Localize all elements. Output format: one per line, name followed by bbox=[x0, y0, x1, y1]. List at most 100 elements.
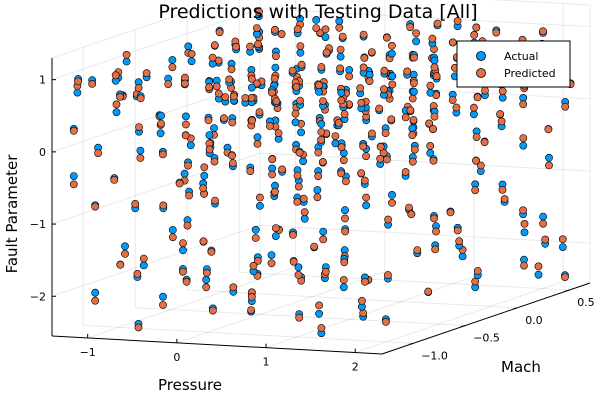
predicted-point bbox=[246, 167, 255, 176]
predicted-point bbox=[88, 80, 97, 88]
leftwall-grid-z bbox=[51, 8, 261, 81]
actual-point bbox=[315, 88, 323, 96]
floor-grid-y bbox=[187, 289, 518, 309]
predicted-point bbox=[247, 292, 256, 301]
floor-grid-x bbox=[87, 266, 296, 339]
predicted-point bbox=[472, 23, 481, 32]
predicted-point bbox=[295, 313, 304, 322]
predicted-point bbox=[476, 161, 485, 170]
predicted-point bbox=[337, 169, 345, 178]
predicted-point bbox=[134, 84, 143, 92]
y-tick-label: −1.0 bbox=[421, 349, 448, 362]
grid-layer bbox=[51, 0, 591, 353]
predicted-point bbox=[406, 23, 415, 32]
predicted-point bbox=[409, 116, 418, 124]
predicted-point bbox=[357, 169, 366, 178]
actual-point bbox=[388, 72, 397, 81]
predicted-point bbox=[315, 81, 323, 90]
predicted-point bbox=[388, 198, 396, 207]
predicted-point bbox=[341, 227, 350, 236]
predicted-point bbox=[135, 123, 143, 131]
y-tick-label: 0.0 bbox=[525, 314, 543, 327]
predicted-point bbox=[181, 131, 190, 140]
x-axis-line bbox=[51, 335, 383, 355]
predicted-point bbox=[318, 157, 327, 166]
predicted-point bbox=[406, 106, 415, 115]
predicted-point bbox=[229, 92, 238, 101]
predicted-point bbox=[426, 141, 435, 150]
z-tick-label: 0 bbox=[39, 146, 46, 159]
predicted-point bbox=[252, 24, 261, 32]
y-tick bbox=[409, 342, 414, 345]
predicted-point bbox=[168, 63, 177, 72]
predicted-point bbox=[541, 235, 550, 244]
actual-point bbox=[187, 57, 196, 66]
predicted-point bbox=[319, 235, 328, 244]
actual-point bbox=[136, 146, 145, 155]
predicted-point bbox=[519, 206, 527, 215]
predicted-point bbox=[293, 197, 302, 206]
predicted-point bbox=[473, 93, 482, 102]
actual-point bbox=[337, 88, 346, 97]
predicted-point bbox=[247, 75, 256, 83]
predicted-point bbox=[313, 193, 322, 202]
predicted-point bbox=[136, 94, 145, 103]
predicted-point bbox=[322, 48, 331, 57]
predicted-point bbox=[315, 301, 323, 310]
actual-point bbox=[412, 37, 420, 46]
predicted-point bbox=[430, 112, 439, 121]
actual-point bbox=[168, 226, 177, 234]
predicted-point bbox=[317, 63, 326, 71]
predicted-point bbox=[159, 201, 168, 210]
predicted-point bbox=[299, 194, 308, 203]
predicted-point bbox=[334, 119, 343, 127]
actual-point bbox=[267, 251, 276, 259]
predicted-point bbox=[157, 119, 165, 128]
actual-point bbox=[319, 227, 328, 236]
predicted-point bbox=[317, 324, 326, 332]
actual-point bbox=[558, 243, 567, 251]
predicted-point bbox=[232, 42, 240, 51]
actual-point bbox=[313, 186, 322, 194]
predicted-point bbox=[376, 142, 385, 151]
predicted-point bbox=[69, 180, 78, 189]
predicted-point bbox=[340, 110, 349, 118]
predicted-point bbox=[278, 165, 286, 174]
predicted-point bbox=[74, 77, 82, 86]
predicted-point bbox=[428, 34, 437, 43]
actual-point bbox=[315, 309, 323, 318]
predicted-point bbox=[481, 86, 489, 95]
predicted-point bbox=[199, 184, 208, 193]
box-edge bbox=[490, 0, 591, 6]
actual-point bbox=[200, 171, 209, 180]
predicted-point bbox=[410, 145, 419, 154]
y-axis-label: Mach bbox=[501, 358, 541, 376]
actual-point bbox=[291, 118, 300, 127]
predicted-point bbox=[431, 245, 440, 254]
predicted-point bbox=[248, 116, 256, 125]
predicted-point bbox=[249, 261, 258, 270]
actual-point bbox=[520, 228, 529, 237]
predicted-point bbox=[253, 256, 262, 265]
predicted-point bbox=[247, 306, 255, 314]
predicted-point bbox=[254, 40, 262, 49]
predicted-point bbox=[202, 283, 211, 292]
predicted-point bbox=[401, 168, 410, 176]
predicted-point bbox=[293, 171, 302, 180]
predicted-point bbox=[314, 148, 323, 157]
predicted-point bbox=[69, 126, 78, 135]
predicted-point bbox=[321, 25, 330, 34]
predicted-point bbox=[345, 72, 354, 81]
predicted-point bbox=[268, 170, 276, 179]
actual-point bbox=[409, 87, 418, 96]
predicted-point bbox=[558, 235, 567, 244]
predicted-point bbox=[387, 115, 396, 124]
actual-point bbox=[253, 133, 262, 142]
predicted-point bbox=[376, 154, 385, 163]
predicted-point bbox=[498, 87, 507, 96]
predicted-point bbox=[255, 193, 264, 202]
predicted-point bbox=[448, 38, 457, 47]
predicted-point bbox=[519, 100, 528, 109]
predicted-point bbox=[409, 79, 418, 87]
